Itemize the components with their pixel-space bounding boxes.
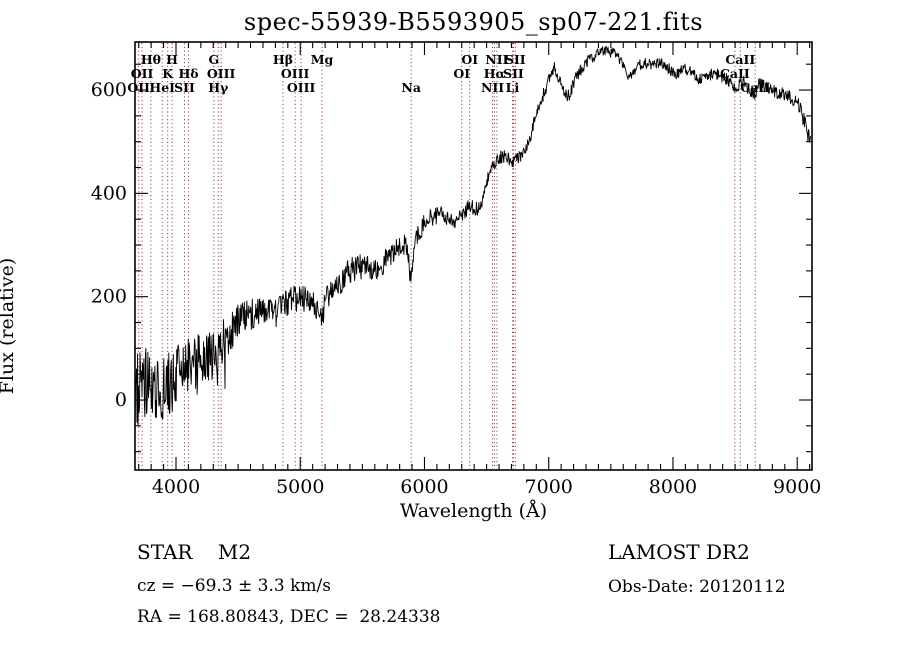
svg-text:Mg: Mg <box>311 52 334 67</box>
svg-text:OIII: OIII <box>281 66 310 81</box>
spectral-line-labels: OIIOIIHθHeIKHSIIHδGHγOIIIHβOIIIOIIIMgNaO… <box>127 52 770 95</box>
svg-text:Li: Li <box>506 80 520 95</box>
svg-text:K: K <box>162 66 174 81</box>
svg-text:CaII: CaII <box>720 66 750 81</box>
svg-text:OII: OII <box>131 66 154 81</box>
spectrum-curve <box>134 45 812 438</box>
svg-text:Na: Na <box>401 80 421 95</box>
svg-text:OI: OI <box>453 66 470 81</box>
x-axis-title: Wavelength (Å) <box>399 500 548 522</box>
svg-text:HeI: HeI <box>149 80 175 95</box>
y-tick-labels: 0 200 400 600 <box>91 79 127 411</box>
svg-text:Hβ: Hβ <box>273 52 293 67</box>
svg-text:SII: SII <box>174 80 195 95</box>
svg-text:5000: 5000 <box>276 476 324 498</box>
plot-title: spec-55939-B5593905_sp07-221.fits <box>243 8 704 36</box>
svg-text:400: 400 <box>91 182 127 204</box>
svg-text:OIII: OIII <box>287 80 316 95</box>
svg-text:8000: 8000 <box>649 476 697 498</box>
svg-text:Hγ: Hγ <box>208 80 229 95</box>
svg-text:OIII: OIII <box>207 66 236 81</box>
svg-text:Hδ: Hδ <box>178 66 198 81</box>
svg-text:H: H <box>166 52 178 67</box>
ra-dec-label: RA = 168.80843, DEC = 28.24338 <box>137 607 441 627</box>
spectral-line-markers <box>138 43 756 469</box>
svg-text:CaII: CaII <box>740 80 770 95</box>
svg-text:OII: OII <box>127 80 150 95</box>
survey-release-label: LAMOST DR2 <box>608 540 750 564</box>
axis-ticks <box>135 42 812 470</box>
svg-text:0: 0 <box>115 389 127 411</box>
svg-text:NII: NII <box>481 80 504 95</box>
svg-text:G: G <box>209 52 220 67</box>
svg-text:CaII: CaII <box>725 52 755 67</box>
svg-text:Hα: Hα <box>484 66 506 81</box>
svg-text:SII: SII <box>505 52 526 67</box>
axis-box <box>134 41 813 471</box>
svg-text:9000: 9000 <box>773 476 821 498</box>
cz-velocity-label: cz = −69.3 ± 3.3 km/s <box>137 576 331 596</box>
svg-text:NII: NII <box>485 52 508 67</box>
obs-date-label: Obs-Date: 20120112 <box>608 577 786 597</box>
object-class-label: STAR M2 <box>137 540 252 564</box>
y-axis-title: Flux (relative) <box>0 257 18 395</box>
svg-text:600: 600 <box>91 79 127 101</box>
svg-text:OI: OI <box>461 52 478 67</box>
svg-text:SII: SII <box>503 66 524 81</box>
svg-text:7000: 7000 <box>525 476 573 498</box>
x-tick-labels: 4000 5000 6000 7000 8000 9000 <box>152 476 822 498</box>
svg-text:4000: 4000 <box>152 476 200 498</box>
svg-text:Hθ: Hθ <box>141 52 161 67</box>
svg-text:6000: 6000 <box>400 476 448 498</box>
svg-text:200: 200 <box>91 286 127 308</box>
